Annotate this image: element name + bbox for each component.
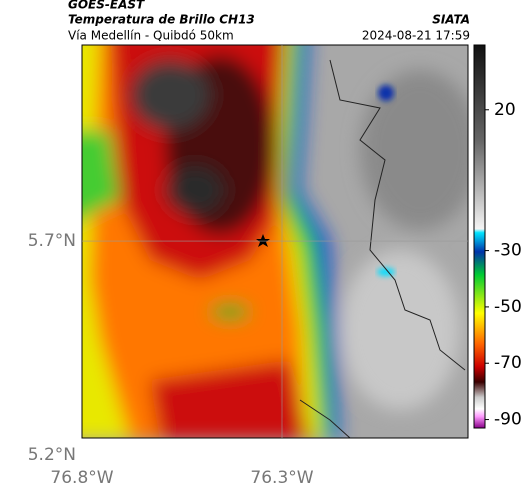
colorbar-tick-label: 20 — [494, 100, 516, 120]
route: Vía Medellín - Quibdó 50km — [68, 29, 234, 43]
y-tick-label: 5.7°N — [28, 231, 76, 251]
x-tick-label: 76.8°W — [50, 468, 113, 488]
timestamp: 2024-08-21 17:59 — [362, 29, 470, 43]
x-tick-label: 76.3°W — [250, 468, 313, 488]
product: Temperatura de Brillo CH13 — [68, 13, 255, 27]
colorbar-tick-label: -30 — [494, 241, 522, 261]
map-frame — [81, 44, 469, 439]
colorbar-tick-label: -50 — [494, 297, 522, 317]
y-tick-label: 5.2°N — [28, 445, 76, 465]
colorbar-tick-label: -90 — [494, 410, 522, 430]
satellite: GOES-EAST — [68, 0, 145, 12]
colorbar-tick-label: -70 — [494, 353, 522, 373]
satellite-image — [82, 45, 468, 438]
colorbar — [473, 44, 486, 429]
source: SIATA — [432, 13, 470, 27]
